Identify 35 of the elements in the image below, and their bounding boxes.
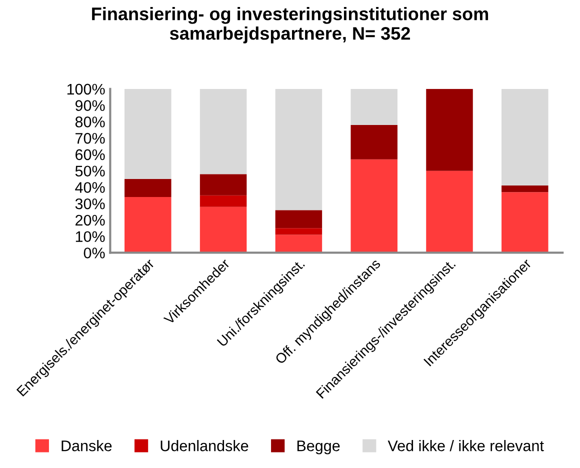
y-tick-label: 90% — [75, 100, 105, 111]
y-tick-label: 40% — [75, 182, 105, 193]
bar — [124, 197, 172, 253]
y-tick-label: 10% — [76, 231, 105, 242]
bar — [200, 88, 247, 174]
bar — [502, 192, 548, 253]
bar — [502, 88, 548, 186]
bar — [200, 174, 247, 196]
bar — [350, 88, 398, 125]
bar — [275, 228, 322, 235]
legend-label: Begge — [297, 440, 340, 454]
chart-title: Finansiering- og investeringsinstitutioner som samarbejdspartnere, N= 352 — [92, 7, 488, 44]
y-tick-label: 100% — [67, 84, 105, 95]
y-tick-label: 0% — [84, 248, 105, 258]
y-tick-label: 60% — [76, 149, 105, 160]
bar — [350, 159, 398, 253]
bar — [350, 124, 398, 160]
bar — [502, 186, 548, 192]
y-tick-label: 70% — [76, 132, 105, 144]
y-tick-label: 50% — [75, 166, 105, 177]
legend-label: Ved ikke / ikke relevant — [388, 440, 544, 452]
y-tick-label: 80% — [75, 116, 105, 128]
bar — [275, 210, 322, 228]
bar — [124, 88, 172, 180]
y-tick-label: 30% — [75, 198, 105, 210]
bar — [200, 195, 247, 207]
bar — [200, 206, 247, 253]
bar — [426, 170, 473, 253]
y-tick-label: 20% — [76, 214, 105, 226]
bar — [124, 179, 172, 198]
bar — [426, 88, 473, 171]
legend-label: Udenlandske — [160, 440, 248, 452]
bar — [275, 234, 322, 253]
legend-label: Danske — [62, 440, 112, 452]
bar — [275, 88, 322, 210]
